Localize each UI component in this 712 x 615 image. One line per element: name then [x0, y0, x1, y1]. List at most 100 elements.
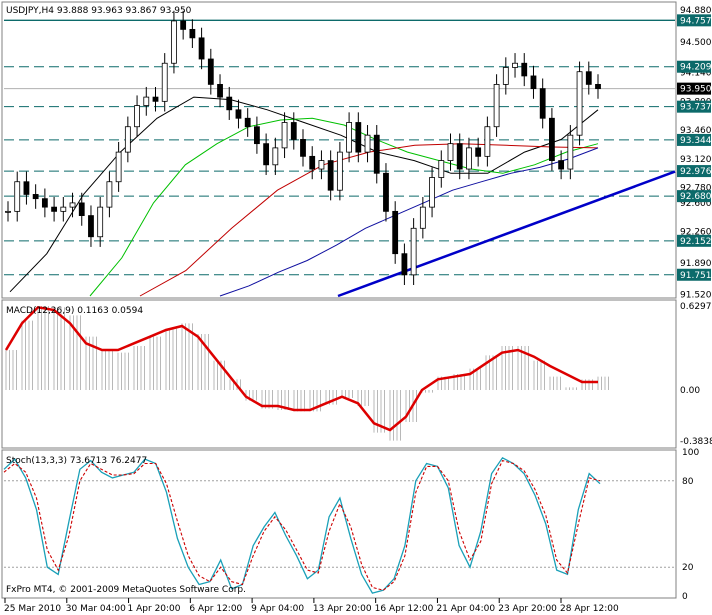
candle-body: [447, 143, 454, 161]
candle-body: [32, 194, 39, 200]
candle-body: [254, 126, 260, 145]
candle-body: [392, 210, 399, 255]
price-tick-label: 92.600: [680, 199, 712, 209]
level-tag: [677, 100, 711, 113]
candle-body: [456, 143, 463, 170]
candle-body: [41, 198, 48, 208]
candle-body: [78, 202, 85, 216]
level-tag: [677, 60, 711, 73]
current-price-tag: [677, 82, 711, 95]
stoch-plot: [3, 456, 675, 594]
time-tick-label: 21 Apr 04:00: [436, 604, 495, 614]
candle-body: [595, 84, 601, 90]
price-tick-label: 94.140: [680, 69, 712, 79]
candle-body: [51, 206, 57, 212]
macd-title: MACD(12,26,9) 0.1163 0.0594: [6, 306, 143, 316]
candle-body: [567, 134, 574, 170]
level-tag-label: 92.680: [680, 192, 712, 202]
macd-signal-line: [4, 305, 598, 432]
candle-body: [576, 71, 583, 136]
candle-body: [207, 58, 214, 85]
stoch-tick-label: 100: [682, 448, 699, 458]
macd-tick-label: 0.00: [680, 386, 700, 396]
stoch-title: Stoch(13,3,3) 73.6713 76.2477: [6, 456, 147, 466]
candle-body: [60, 206, 67, 212]
candle-body: [171, 20, 177, 64]
candle-body: [364, 134, 371, 153]
level-tag-label: 94.209: [680, 63, 712, 73]
candle-body: [5, 210, 11, 213]
candle-body: [336, 151, 343, 191]
price-axis: 94.88094.50094.14093.80093.46093.12092.7…: [677, 6, 712, 602]
candle-body: [502, 67, 509, 85]
stoch-panel-frame: [1, 449, 677, 599]
price-tick-label: 91.520: [680, 290, 712, 300]
candle-body: [484, 126, 491, 157]
stoch-tick-label: 0: [682, 592, 688, 602]
candle-body: [23, 181, 30, 195]
level-tag: [677, 190, 711, 203]
stoch-tick-label: 80: [682, 477, 694, 487]
candle-body: [198, 37, 205, 60]
macd-panel-frame: [1, 299, 677, 449]
level-tag: [677, 165, 711, 178]
level-tag-label: 93.344: [680, 136, 712, 146]
candle-body: [14, 181, 21, 212]
level-tag: [677, 268, 711, 281]
price-tick-label: 92.260: [680, 228, 712, 238]
candle-body: [521, 62, 528, 77]
level-tag-label: 92.152: [680, 237, 712, 247]
candle-body: [124, 126, 131, 153]
time-tick-label: 6 Apr 12:00: [189, 604, 242, 614]
level-tag: [677, 14, 711, 27]
candle-body: [263, 143, 270, 166]
macd-plot: [4, 305, 609, 441]
candle-body: [383, 172, 389, 212]
moving-average-line: [9, 96, 599, 293]
level-tag-label: 94.757: [680, 16, 712, 26]
time-tick-label: 30 Mar 04:00: [66, 604, 126, 614]
time-tick-label: 9 Apr 04:00: [251, 604, 304, 614]
candle-body: [97, 206, 104, 238]
time-tick-label: 28 Apr 12:00: [560, 604, 619, 614]
candle-body: [235, 109, 242, 119]
time-tick-label: 1 Apr 20:00: [128, 604, 181, 614]
price-tick-label: 94.880: [680, 6, 712, 16]
candle-body: [429, 177, 435, 208]
moving-average-line: [89, 117, 599, 297]
time-axis: 25 Mar 2010 30 Mar 04:00 1 Apr 20:00 6 Apr …: [4, 598, 619, 614]
candle-body: [438, 160, 445, 178]
candle-body: [272, 147, 279, 166]
candle-body: [281, 122, 288, 149]
candle-body: [226, 96, 233, 111]
trendline: [337, 170, 676, 298]
stoch-tick-label: 20: [682, 563, 694, 573]
candle-body: [585, 71, 592, 85]
time-tick-label: 23 Apr 20:00: [498, 604, 557, 614]
current-price-label: 93.950: [680, 85, 712, 95]
candle-body: [189, 28, 196, 39]
time-tick-label: 16 Apr 12:00: [375, 604, 434, 614]
candle-body: [217, 84, 223, 98]
candle-body: [244, 117, 251, 128]
candle-body: [410, 227, 417, 276]
level-tag-label: 92.976: [680, 167, 712, 177]
candle-body: [401, 253, 408, 276]
level-tag: [677, 133, 711, 146]
candle-body: [475, 147, 482, 157]
candle-body: [549, 117, 555, 161]
candle-body: [161, 62, 168, 102]
candle-body: [493, 84, 500, 128]
candle-body: [69, 202, 76, 208]
candle-body: [180, 20, 187, 30]
main-panel-frame: [1, 1, 677, 299]
price-tick-label: 93.460: [680, 126, 712, 136]
copyright-footer: FxPro MT4, © 2001-2009 MetaQuotes Softwa…: [6, 585, 246, 595]
candle-body: [346, 122, 352, 153]
candle-body: [558, 160, 565, 170]
candle-body: [539, 88, 546, 119]
candle-body: [355, 122, 362, 153]
price-tick-label: 91.890: [680, 259, 712, 269]
candle-body: [530, 75, 537, 90]
